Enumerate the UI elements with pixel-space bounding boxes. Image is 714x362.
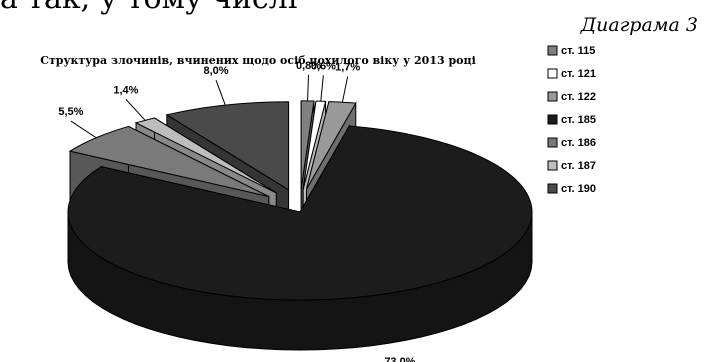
data-label-3: 1,7% (335, 62, 360, 74)
legend-entry-1: ст. 115 (561, 45, 595, 57)
legend-swatch-7 (547, 183, 558, 194)
legend-entry-3: ст. 122 (561, 91, 596, 103)
legend-swatch-6 (547, 160, 558, 171)
pie-slice-top-5 (68, 125, 269, 198)
leader-line-3 (341, 76, 349, 103)
pie-slice-4 (67, 124, 533, 351)
data-label-2: 0,6% (311, 60, 336, 72)
chart-title: Структура злочинів, вчинених щодо осіб п… (40, 54, 476, 67)
leader-line-7 (215, 79, 226, 106)
legend-entry-5: ст. 186 (561, 137, 596, 149)
legend-swatch-5 (547, 137, 558, 148)
data-label-6: 1,4% (113, 84, 138, 96)
leader-line-1 (307, 74, 310, 101)
data-label-1: 0,8% (296, 60, 321, 72)
pie-slice-top-4 (67, 125, 533, 301)
cropped-body-text: а так, у тому числі (0, 0, 297, 14)
pie-slice-top-6 (134, 117, 277, 194)
legend-entry-2: ст. 121 (561, 68, 596, 80)
legend-entry-6: ст. 187 (561, 160, 596, 172)
leader-line-6 (125, 98, 146, 121)
legend-swatch-3 (547, 91, 558, 102)
data-label-7: 8,0% (203, 65, 228, 77)
chart-legend: ст. 115 ст. 121 ст. 122 ст. 185 ст. 186 ст. 1… (547, 45, 596, 195)
pie-slices (67, 100, 533, 351)
diagram-number-label: Диаграма 3 (580, 14, 698, 36)
data-label-4: 73,0% (384, 356, 415, 362)
leader-line-2 (320, 75, 324, 102)
legend-entry-7: ст. 190 (561, 183, 596, 195)
legend-swatch-4 (547, 114, 558, 125)
legend-swatch-1 (547, 45, 558, 56)
leader-line-5 (70, 120, 97, 139)
pie-data-labels: 0,8%0,6% 1,7% 73,0% 5,5% 1,4% 8,0% (58, 60, 415, 362)
data-label-5: 5,5% (58, 106, 83, 118)
legend-swatch-2 (547, 68, 558, 79)
legend-entry-4: ст. 185 (561, 114, 596, 126)
